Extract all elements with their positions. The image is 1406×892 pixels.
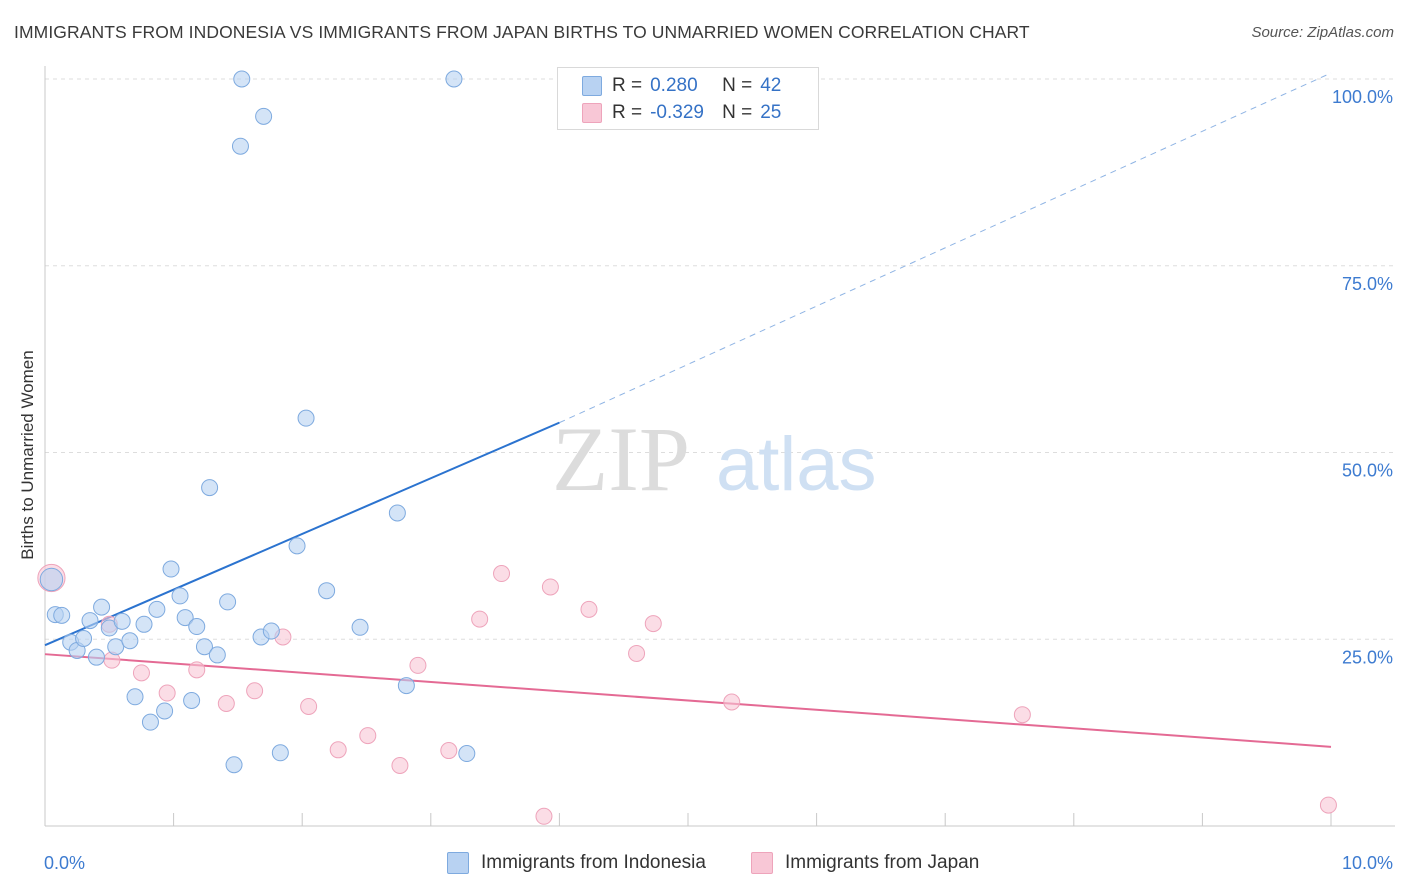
- legend-row-japan: R = -0.329 N = 25: [582, 101, 781, 125]
- point-indonesia: [75, 630, 93, 648]
- point-japan: [391, 756, 409, 774]
- point-indonesia: [93, 598, 111, 616]
- watermark: ZIP atlas: [552, 408, 877, 510]
- point-indonesia: [195, 638, 213, 656]
- point-japan: [541, 578, 559, 596]
- point-japan: [644, 615, 662, 633]
- series-legend: Immigrants from Indonesia Immigrants fro…: [0, 852, 1406, 878]
- trendline-japan: [44, 653, 1332, 748]
- x-tick-label: 0.0%: [44, 853, 85, 873]
- point-indonesia: [388, 504, 406, 522]
- legend-n-label: N =: [722, 102, 753, 123]
- legend-row-indonesia: R = 0.280 N = 42: [582, 74, 781, 98]
- point-indonesia: [183, 692, 201, 710]
- point-indonesia: [271, 744, 289, 762]
- point-japan: [1013, 706, 1031, 724]
- point-indonesia: [107, 638, 125, 656]
- legend-r-value: 0.280: [650, 75, 698, 96]
- point-japan: [217, 694, 235, 712]
- legend-swatch-indonesia: [582, 76, 602, 96]
- data-points: [37, 70, 1337, 825]
- legend-swatch-japan: [582, 103, 602, 123]
- point-indonesia: [141, 713, 159, 731]
- point-indonesia: [148, 600, 166, 618]
- point-indonesia: [162, 560, 180, 578]
- legend-n-value: 42: [760, 75, 782, 96]
- point-indonesia: [225, 756, 243, 774]
- watermark-atlas: atlas: [716, 422, 877, 507]
- point-indonesia: [126, 688, 144, 706]
- point-indonesia: [233, 70, 251, 88]
- point-japan: [329, 741, 347, 759]
- gridlines: [45, 78, 1395, 640]
- point-indonesia: [113, 612, 131, 630]
- point-indonesia: [458, 745, 476, 763]
- point-japan: [723, 693, 741, 711]
- point-indonesia: [262, 622, 280, 640]
- source-credit: Source: ZipAtlas.com: [1251, 24, 1394, 41]
- point-japan: [580, 600, 598, 618]
- point-indonesia: [351, 618, 369, 636]
- y-tick-label: 25.0%: [1342, 647, 1393, 667]
- series-swatch-japan: [751, 852, 773, 874]
- y-tick-label: 75.0%: [1342, 274, 1393, 294]
- y-tick-label: 50.0%: [1342, 461, 1393, 481]
- point-indonesia: [121, 632, 139, 650]
- point-indonesia: [81, 612, 99, 630]
- point-japan: [188, 661, 206, 679]
- legend-r-label: R =: [612, 102, 643, 123]
- point-indonesia: [255, 107, 273, 125]
- series-legend-japan[interactable]: Immigrants from Japan: [751, 852, 979, 874]
- point-indonesia: [156, 702, 174, 720]
- series-label-indonesia: Immigrants from Indonesia: [481, 852, 706, 873]
- point-indonesia: [188, 618, 206, 636]
- legend-n-label: N =: [722, 75, 753, 96]
- point-japan: [158, 684, 176, 702]
- point-japan: [1319, 796, 1337, 814]
- point-indonesia: [288, 537, 306, 555]
- y-tick-label: 100.0%: [1332, 87, 1393, 107]
- legend-r-value: -0.329: [650, 102, 704, 123]
- point-indonesia: [297, 409, 315, 427]
- point-japan: [409, 656, 427, 674]
- point-japan: [359, 727, 377, 745]
- trend-lines: [44, 72, 1332, 748]
- point-indonesia: [53, 606, 71, 624]
- point-japan: [535, 807, 553, 825]
- x-tick-label: 10.0%: [1342, 853, 1393, 873]
- point-japan: [471, 610, 489, 628]
- series-legend-indonesia[interactable]: Immigrants from Indonesia: [447, 852, 706, 874]
- legend-box: R = 0.280 N = 42 R = -0.329 N = 25: [557, 67, 819, 130]
- point-indonesia: [176, 609, 194, 627]
- point-indonesia: [318, 582, 336, 600]
- trendline-indonesia-extension: [559, 72, 1332, 424]
- point-japan: [440, 742, 458, 760]
- point-indonesia: [397, 677, 415, 695]
- chart-title: IMMIGRANTS FROM INDONESIA VS IMMIGRANTS …: [14, 22, 1030, 42]
- point-indonesia: [219, 593, 237, 611]
- tick-labels: 25.0% 50.0% 75.0% 100.0% 0.0% 10.0%: [44, 87, 1393, 873]
- point-indonesia: [201, 479, 219, 497]
- point-japan: [246, 682, 264, 700]
- point-indonesia: [445, 70, 463, 88]
- point-indonesia: [208, 646, 226, 664]
- point-japan: [132, 664, 150, 682]
- watermark-zip: ZIP: [552, 408, 690, 510]
- legend-r-label: R =: [612, 75, 643, 96]
- point-indonesia: [87, 648, 105, 666]
- point-japan: [300, 697, 318, 715]
- point-indonesia: [39, 567, 64, 592]
- axes: [44, 66, 1395, 827]
- series-label-japan: Immigrants from Japan: [785, 852, 980, 873]
- point-indonesia: [231, 137, 249, 155]
- series-swatch-indonesia: [447, 852, 469, 874]
- point-indonesia: [171, 587, 189, 605]
- point-indonesia: [135, 615, 153, 633]
- point-japan: [628, 644, 646, 662]
- point-japan: [493, 565, 511, 583]
- legend-n-value: 25: [760, 102, 782, 123]
- trendline-indonesia: [44, 421, 560, 647]
